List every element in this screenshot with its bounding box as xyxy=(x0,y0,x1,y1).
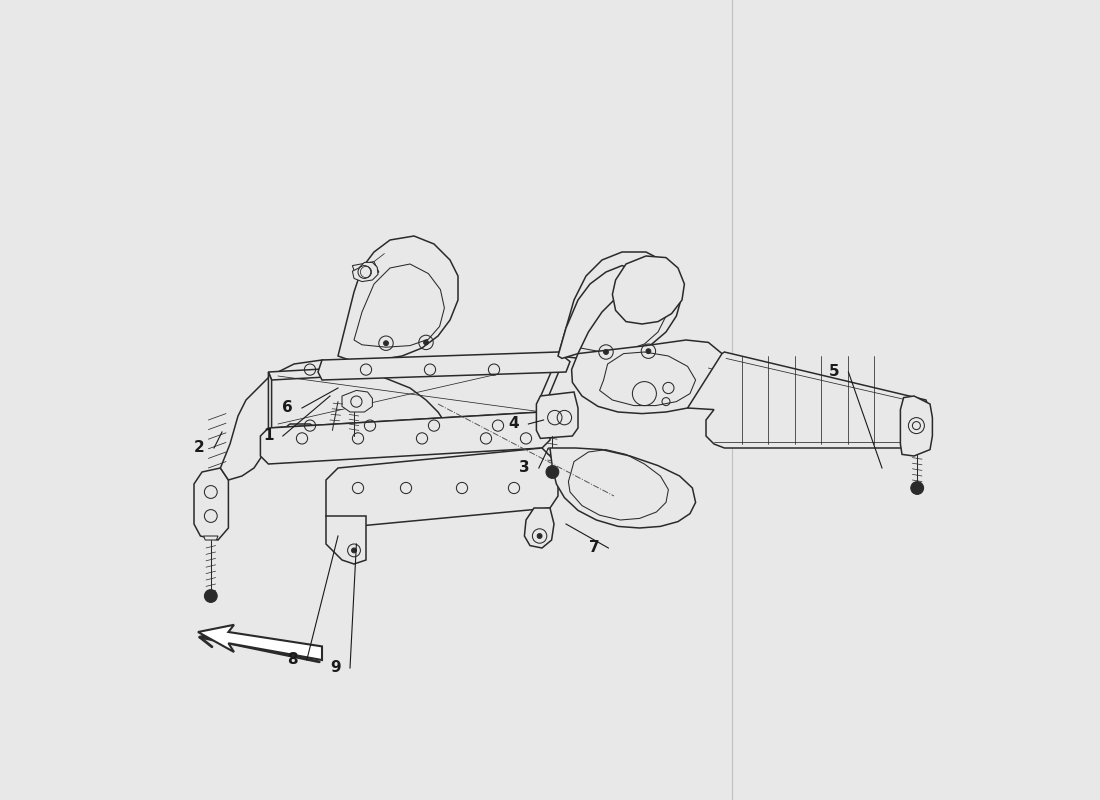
Polygon shape xyxy=(550,448,695,528)
Polygon shape xyxy=(613,256,684,324)
Polygon shape xyxy=(352,262,378,282)
Text: 8: 8 xyxy=(287,653,298,667)
Polygon shape xyxy=(198,625,322,660)
Text: 1: 1 xyxy=(263,429,274,443)
Circle shape xyxy=(384,341,388,346)
Circle shape xyxy=(352,548,356,553)
Polygon shape xyxy=(352,262,378,280)
Polygon shape xyxy=(194,468,229,540)
Polygon shape xyxy=(268,412,546,438)
Circle shape xyxy=(205,590,217,602)
Polygon shape xyxy=(538,356,562,412)
Circle shape xyxy=(424,340,428,345)
Polygon shape xyxy=(338,236,458,362)
Polygon shape xyxy=(525,508,554,548)
Polygon shape xyxy=(342,390,373,412)
Text: 2: 2 xyxy=(195,441,205,455)
Polygon shape xyxy=(268,356,562,380)
Polygon shape xyxy=(261,412,550,464)
Polygon shape xyxy=(318,352,570,380)
Text: 3: 3 xyxy=(519,461,530,475)
Polygon shape xyxy=(220,360,446,480)
Text: 7: 7 xyxy=(588,541,600,555)
Circle shape xyxy=(604,350,608,354)
Polygon shape xyxy=(558,266,630,358)
Text: 4: 4 xyxy=(508,417,519,431)
Text: 6: 6 xyxy=(283,401,293,415)
Circle shape xyxy=(537,534,542,538)
Polygon shape xyxy=(688,352,930,448)
Polygon shape xyxy=(537,392,578,438)
Polygon shape xyxy=(558,252,682,358)
Polygon shape xyxy=(572,340,725,414)
Circle shape xyxy=(646,349,651,354)
Circle shape xyxy=(911,482,924,494)
Text: 5: 5 xyxy=(828,365,839,379)
Polygon shape xyxy=(204,536,218,540)
Polygon shape xyxy=(268,372,272,438)
Polygon shape xyxy=(326,448,558,528)
Polygon shape xyxy=(326,516,366,564)
Circle shape xyxy=(546,466,559,478)
Polygon shape xyxy=(901,396,933,456)
Text: 9: 9 xyxy=(330,661,341,675)
